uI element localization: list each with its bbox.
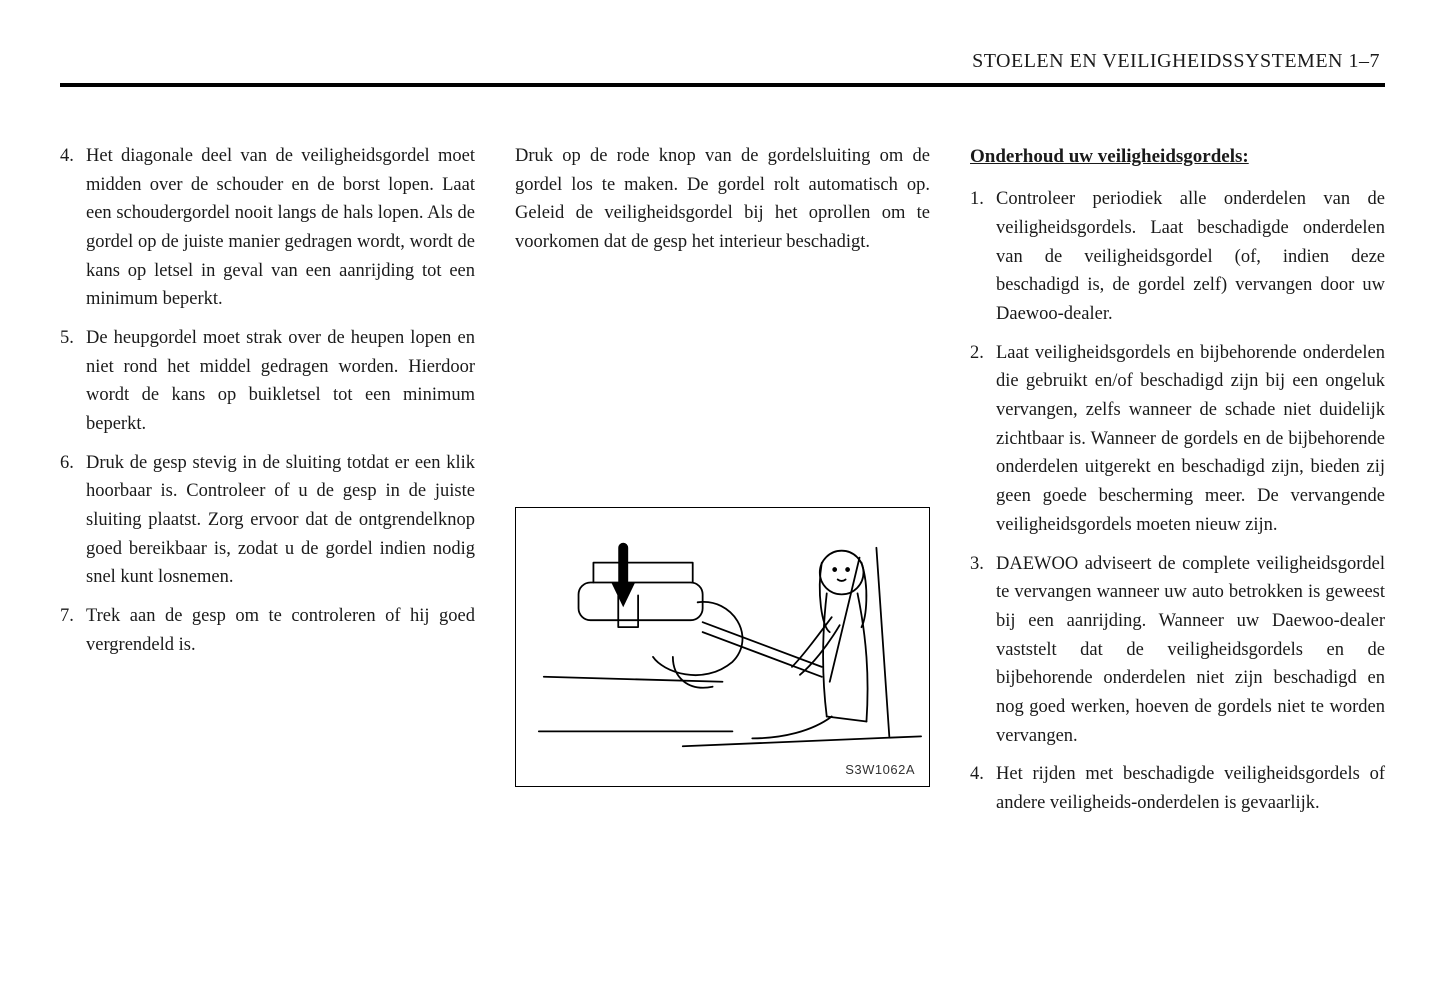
header-text: STOELEN EN VEILIGHEIDSSYSTEMEN 1–7 (972, 50, 1380, 72)
column-2: Druk op de rode knop van de gordelsluiti… (515, 142, 930, 828)
col1-list: 4. Het diagonale deel van de veiligheids… (60, 142, 475, 659)
item-text: De heupgordel moet strak over de heupen … (86, 324, 475, 439)
list-item: 4. Het rijden met beschadigde veiligheid… (970, 760, 1385, 817)
item-number: 6. (60, 449, 86, 592)
item-number: 5. (60, 324, 86, 439)
col3-subhead: Onderhoud uw veiligheidsgordels: (970, 142, 1385, 171)
item-text: Het diagonale deel van de veiligheidsgor… (86, 142, 475, 314)
item-text: Trek aan de gesp om te controleren of hi… (86, 602, 475, 659)
column-1: 4. Het diagonale deel van de veiligheids… (60, 142, 475, 828)
list-item: 5. De heupgordel moet strak over de heup… (60, 324, 475, 439)
item-text: Laat veiligheidsgordels en bijbehorende … (996, 339, 1385, 540)
list-item: 7. Trek aan de gesp om te controleren of… (60, 602, 475, 659)
seatbelt-illustration-svg (516, 508, 929, 786)
item-number: 4. (970, 760, 996, 817)
item-text: Druk de gesp stevig in de sluiting totda… (86, 449, 475, 592)
item-number: 7. (60, 602, 86, 659)
item-text: Controleer periodiek alle onderdelen van… (996, 185, 1385, 328)
seatbelt-release-figure: S3W1062A (515, 507, 930, 787)
col2-paragraph: Druk op de rode knop van de gordelsluiti… (515, 142, 930, 257)
list-item: 2. Laat veiligheidsgordels en bijbehoren… (970, 339, 1385, 540)
list-item: 3. DAEWOO adviseert de complete veilighe… (970, 550, 1385, 751)
list-item: 6. Druk de gesp stevig in de sluiting to… (60, 449, 475, 592)
figure-code: S3W1062A (845, 760, 915, 780)
item-number: 3. (970, 550, 996, 751)
column-3: Onderhoud uw veiligheidsgordels: 1. Cont… (970, 142, 1385, 828)
page-header: STOELEN EN VEILIGHEIDSSYSTEMEN 1–7 (60, 50, 1385, 73)
col3-list: 1. Controleer periodiek alle onderdelen … (970, 185, 1385, 817)
item-number: 1. (970, 185, 996, 328)
list-item: 4. Het diagonale deel van de veiligheids… (60, 142, 475, 314)
item-number: 2. (970, 339, 996, 540)
item-number: 4. (60, 142, 86, 314)
item-text: Het rijden met beschadigde veiligheidsgo… (996, 760, 1385, 817)
content-columns: 4. Het diagonale deel van de veiligheids… (60, 142, 1385, 828)
header-rule (60, 83, 1385, 87)
item-text: DAEWOO adviseert de complete veiligheids… (996, 550, 1385, 751)
list-item: 1. Controleer periodiek alle onderdelen … (970, 185, 1385, 328)
